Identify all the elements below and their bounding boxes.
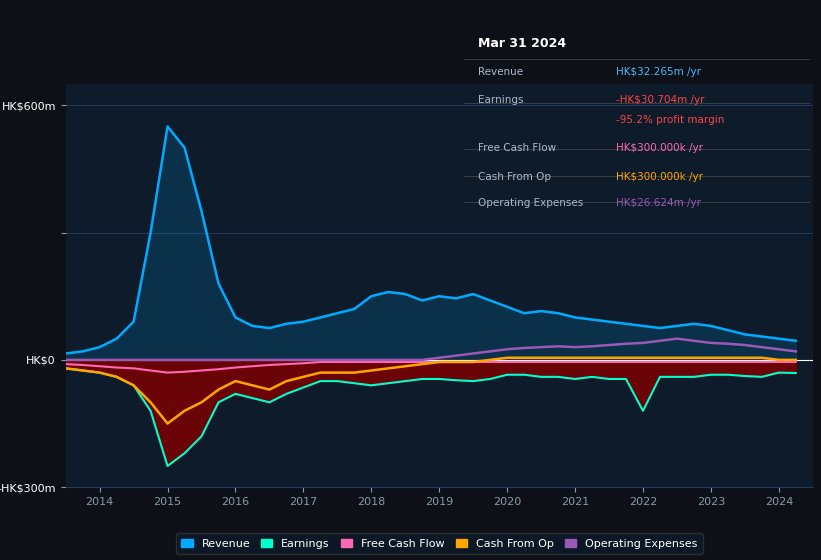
Text: Revenue: Revenue <box>478 67 523 77</box>
Text: Cash From Op: Cash From Op <box>478 171 551 181</box>
Text: -95.2% profit margin: -95.2% profit margin <box>616 115 724 125</box>
Text: HK$26.624m /yr: HK$26.624m /yr <box>616 198 700 208</box>
Text: Operating Expenses: Operating Expenses <box>478 198 583 208</box>
Text: -HK$30.704m /yr: -HK$30.704m /yr <box>616 95 704 105</box>
Text: Free Cash Flow: Free Cash Flow <box>478 143 556 153</box>
Text: Mar 31 2024: Mar 31 2024 <box>478 36 566 49</box>
Text: Earnings: Earnings <box>478 95 523 105</box>
Text: HK$300.000k /yr: HK$300.000k /yr <box>616 143 703 153</box>
Legend: Revenue, Earnings, Free Cash Flow, Cash From Op, Operating Expenses: Revenue, Earnings, Free Cash Flow, Cash … <box>176 533 703 554</box>
Text: HK$300.000k /yr: HK$300.000k /yr <box>616 171 703 181</box>
Text: HK$32.265m /yr: HK$32.265m /yr <box>616 67 700 77</box>
